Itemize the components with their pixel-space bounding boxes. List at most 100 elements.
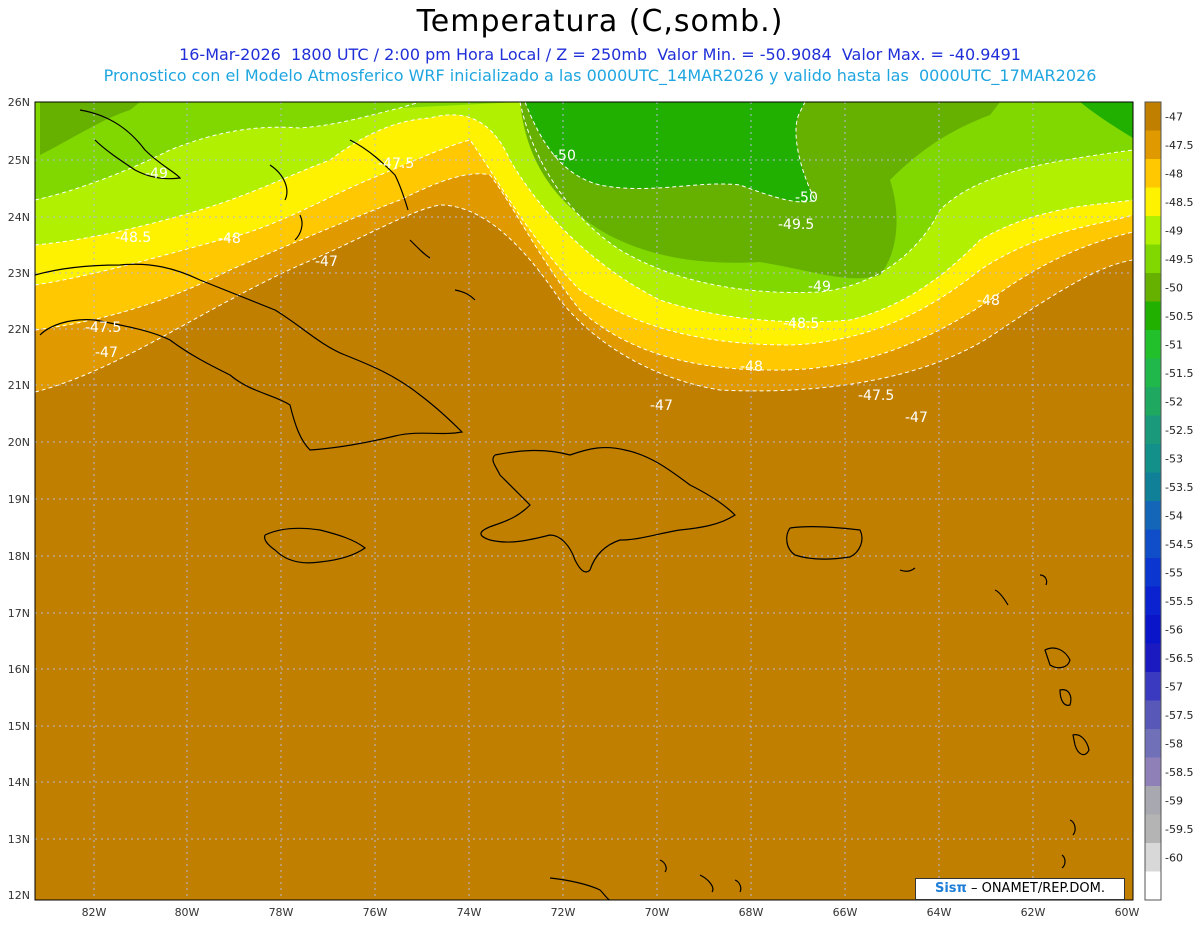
colorbar-swatch (1145, 558, 1161, 587)
coastlines (35, 109, 1090, 900)
colorbar-swatch (1145, 301, 1161, 330)
colorbar-swatch (1145, 643, 1161, 672)
colorbar-swatch (1145, 244, 1161, 273)
map-subtitle-model: Pronostico con el Modelo Atmosferico WRF… (103, 66, 1097, 85)
colorbar-swatch (1145, 358, 1161, 387)
lon-label: 74W (457, 906, 482, 919)
colorbar-swatch (1145, 130, 1161, 159)
colorbar-label: -52 (1165, 395, 1183, 408)
colorbar-label: -55 (1165, 566, 1183, 579)
colorbar-swatch (1145, 586, 1161, 615)
colorbar-label: -59.5 (1165, 823, 1193, 836)
lat-label: 21N (8, 379, 30, 392)
colorbar-swatch (1145, 444, 1161, 473)
colorbar-label: -50 (1165, 281, 1183, 294)
colorbar-label: -47 (1165, 110, 1183, 123)
map-frame (34, 101, 1134, 901)
colorbar-swatch (1145, 786, 1161, 815)
contour-label: -50 (553, 148, 576, 164)
lon-label: 66W (833, 906, 858, 919)
lon-label: 80W (175, 906, 200, 919)
lon-label: 62W (1021, 906, 1046, 919)
colorbar-swatch (1145, 700, 1161, 729)
lat-label: 22N (8, 323, 30, 336)
colorbar-swatch (1145, 871, 1161, 900)
colorbar-swatch (1145, 843, 1161, 872)
jamaica-outline (263, 527, 367, 564)
florida-outline (79, 109, 182, 180)
colorbar-swatch (1145, 216, 1161, 245)
colorbar-label: -50.5 (1165, 310, 1193, 323)
colorbar-swatch (1145, 187, 1161, 216)
lat-label: 14N (8, 776, 30, 789)
lat-label: 25N (8, 154, 30, 167)
lon-label: 68W (739, 906, 764, 919)
lat-label: 26N (8, 96, 30, 109)
colorbar-label: -54 (1165, 509, 1183, 522)
colorbar-label: -54.5 (1165, 538, 1193, 551)
contour-label: -48.5 (783, 316, 819, 332)
longitude-axis: 82W 80W 78W 76W 74W 72W 70W 68W 66W 64W … (82, 906, 1140, 919)
sispi-logo: Sisπ (934, 881, 967, 896)
colorbar-label: -47.5 (1165, 139, 1193, 152)
colorbar-label: -55.5 (1165, 595, 1193, 608)
colorbar-label: -56.5 (1165, 652, 1193, 665)
contour-label: -47 (650, 398, 673, 414)
lat-label: 20N (8, 436, 30, 449)
lat-label: 13N (8, 833, 30, 846)
map-subtitle-time: 16-Mar-2026 1800 UTC / 2:00 pm Hora Loca… (179, 45, 1021, 64)
contour-label: -48 (740, 359, 763, 375)
colorbar-swatch (1145, 501, 1161, 530)
lon-label: 82W (82, 906, 107, 919)
lat-label: 17N (8, 607, 30, 620)
lon-label: 60W (1115, 906, 1140, 919)
lat-label: 24N (8, 211, 30, 224)
lon-label: 78W (269, 906, 294, 919)
colorbar-swatch (1145, 159, 1161, 188)
colorbar-frame (1144, 101, 1162, 901)
colorbar-swatch (1145, 615, 1161, 644)
colorbar-label: -49.5 (1165, 253, 1193, 266)
colorbar-label: -53 (1165, 452, 1183, 465)
contour-label: -47 (905, 410, 928, 426)
contour-label: -47 (95, 345, 118, 361)
graticule (35, 102, 1133, 900)
colorbar-label: -49 (1165, 224, 1183, 237)
lat-label: 12N (8, 889, 30, 902)
contour-label: -47.5 (378, 156, 414, 172)
map-title: Temperatura (C,somb.) (416, 4, 784, 39)
lat-label: 15N (8, 720, 30, 733)
colorbar-swatch (1145, 814, 1161, 843)
contour-label: -49 (808, 279, 831, 295)
contour-label: -47.5 (858, 388, 894, 404)
contour-label: -47 (315, 254, 338, 270)
contour-label: -49 (145, 166, 168, 182)
colorbar-label: -58.5 (1165, 766, 1193, 779)
temperature-field (35, 102, 1133, 900)
colorbar-label: -57 (1165, 680, 1183, 693)
contour-label: -48 (218, 231, 241, 247)
colorbar-label: -60 (1165, 851, 1183, 864)
colorbar-swatch (1145, 330, 1161, 359)
contour-label: -48.5 (115, 230, 151, 246)
colorbar-label: -59 (1165, 794, 1183, 807)
colorbar-swatch (1145, 529, 1161, 558)
credit-box: Sisπ – ONAMET/REP.DOM. (915, 878, 1125, 900)
colorbar-label: -58 (1165, 737, 1183, 750)
colorbar-label: -53.5 (1165, 481, 1193, 494)
contour-label: -49.5 (778, 217, 814, 233)
colorbar-swatch (1145, 102, 1161, 131)
lon-label: 70W (645, 906, 670, 919)
contour-label: -50 (795, 190, 818, 206)
lon-label: 76W (363, 906, 388, 919)
puerto-rico-outline (786, 525, 863, 560)
lat-label: 18N (8, 550, 30, 563)
colorbar-swatch (1145, 729, 1161, 758)
contour-label: -47.5 (85, 320, 121, 336)
cuba-outline (35, 263, 464, 451)
colorbar-label: -48 (1165, 167, 1183, 180)
lat-label: 23N (8, 267, 30, 280)
lat-label: 19N (8, 493, 30, 506)
hispaniola-outline (480, 446, 736, 573)
colorbar-swatch (1145, 387, 1161, 416)
